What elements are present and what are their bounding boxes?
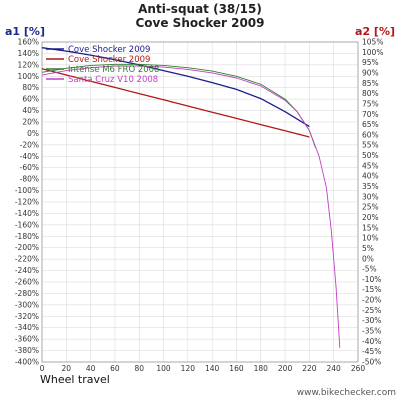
y1-tick-label: 140% xyxy=(18,49,39,58)
y1-tick-label: 60% xyxy=(22,95,39,104)
y1-tick-label: -120% xyxy=(15,198,39,207)
y1-tick-label: -140% xyxy=(15,209,39,218)
chart-title: Anti-squat (38/15) xyxy=(138,2,262,16)
y2-tick-label: 100% xyxy=(362,48,383,57)
y1-tick-label: -60% xyxy=(20,163,39,172)
y2-tick-label: -30% xyxy=(362,316,381,325)
y2-tick-label: -45% xyxy=(362,347,381,356)
y1-tick-label: -300% xyxy=(15,300,39,309)
plot-frame xyxy=(41,41,359,363)
y1-tick-labels: -400% -380% -360% -340% -320% -300% -280% -260%… xyxy=(15,38,39,367)
y2-tick-labels: -50% -45%-40%-35% -30%-25%-20% -15%-10%-5% 0… xyxy=(362,38,383,367)
x-tick-label: 140 xyxy=(205,364,220,373)
y1-tick-label: -220% xyxy=(15,255,39,264)
series-layer xyxy=(41,47,341,348)
y2-tick-label: -40% xyxy=(362,337,381,346)
x-tick-label: 80 xyxy=(134,364,144,373)
x-tick-label: 240 xyxy=(327,364,342,373)
x-tick-label: 220 xyxy=(302,364,317,373)
y2-tick-label: 95% xyxy=(362,58,379,67)
y2-tick-label: -15% xyxy=(362,285,381,294)
y2-tick-label: 105% xyxy=(362,38,383,47)
y2-tick-label: -10% xyxy=(362,275,381,284)
credit-text: www.bikechecker.com xyxy=(297,388,396,398)
y2-tick-label: 30% xyxy=(362,192,379,201)
y2-tick-label: 65% xyxy=(362,120,379,129)
y1-tick-label: -100% xyxy=(15,186,39,195)
y1-tick-label: -320% xyxy=(15,312,39,321)
series-line-1 xyxy=(41,47,310,128)
x-tick-label: 260 xyxy=(351,364,366,373)
y2-tick-label: 35% xyxy=(362,182,379,191)
x-tick-label: 20 xyxy=(62,364,72,373)
plot-area xyxy=(41,41,359,363)
y1-tick-label: -360% xyxy=(15,335,39,344)
x-tick-label: 180 xyxy=(254,364,269,373)
y2-tick-label: 15% xyxy=(362,223,379,232)
y1-tick-label: 120% xyxy=(18,60,39,69)
y1-tick-label: -240% xyxy=(15,266,39,275)
y1-tick-label: -340% xyxy=(15,323,39,332)
y1-tick-label: -280% xyxy=(15,289,39,298)
grid xyxy=(41,41,359,363)
x-tick-labels: 0 20 40 60 80 100 120 140 160 180 200 220 240 260 xyxy=(40,364,366,373)
y2-tick-label: -20% xyxy=(362,296,381,305)
y1-tick-label: -200% xyxy=(15,243,39,252)
y2-axis-label: a2 [%] xyxy=(355,25,395,38)
y2-tick-label: 25% xyxy=(362,203,379,212)
y2-tick-label: -5% xyxy=(362,265,377,274)
y2-tick-label: 60% xyxy=(362,130,379,139)
y1-axis-label: a1 [%] xyxy=(5,25,45,38)
series-line-2 xyxy=(41,68,310,138)
y1-tick-label: 40% xyxy=(22,106,39,115)
y2-tick-label: 80% xyxy=(362,89,379,98)
y2-tick-label: 20% xyxy=(362,213,379,222)
y1-tick-label: 160% xyxy=(18,38,39,47)
y1-tick-label: -160% xyxy=(15,220,39,229)
x-tick-label: 200 xyxy=(278,364,293,373)
y1-tick-label: -380% xyxy=(15,346,39,355)
x-tick-label: 0 xyxy=(40,364,45,373)
y1-tick-label: -40% xyxy=(20,152,39,161)
y1-tick-label: -80% xyxy=(20,175,39,184)
x-tick-label: 160 xyxy=(229,364,244,373)
y2-tick-label: -25% xyxy=(362,306,381,315)
chart-subtitle: Cove Shocker 2009 xyxy=(135,16,264,30)
y1-tick-label: 80% xyxy=(22,83,39,92)
y2-tick-label: 75% xyxy=(362,99,379,108)
y2-tick-label: -35% xyxy=(362,327,381,336)
y1-tick-label: -180% xyxy=(15,232,39,241)
y2-tick-label: 85% xyxy=(362,79,379,88)
y2-tick-label: 70% xyxy=(362,110,379,119)
legend-entry: Cove Shocker 2009 xyxy=(68,55,150,65)
x-tick-label: 40 xyxy=(86,364,96,373)
y2-tick-label: -50% xyxy=(362,358,381,367)
x-axis-label: Wheel travel xyxy=(40,373,110,386)
y2-tick-label: 45% xyxy=(362,161,379,170)
y1-tick-label: 100% xyxy=(18,72,39,81)
y2-tick-label: 10% xyxy=(362,234,379,243)
x-tick-label: 60 xyxy=(110,364,120,373)
y1-tick-label: -400% xyxy=(15,358,39,367)
legend-entry: Santa Cruz V10 2008 xyxy=(68,75,158,85)
y2-tick-label: 40% xyxy=(362,172,379,181)
y1-tick-label: -260% xyxy=(15,278,39,287)
legend-entry: Intense M6 FRO 2008 xyxy=(68,65,159,75)
y1-tick-label: 20% xyxy=(22,118,39,127)
y2-tick-label: 90% xyxy=(362,68,379,77)
legend-entry: Cove Shocker 2009 xyxy=(68,45,150,55)
x-tick-label: 100 xyxy=(156,364,171,373)
y1-tick-label: 0% xyxy=(27,129,39,138)
y1-tick-label: -20% xyxy=(20,140,39,149)
y2-tick-label: 5% xyxy=(362,244,374,253)
series-line-4 xyxy=(41,65,341,348)
x-tick-label: 120 xyxy=(181,364,196,373)
y2-tick-label: 55% xyxy=(362,141,379,150)
y2-tick-label: 0% xyxy=(362,254,374,263)
y2-tick-label: 50% xyxy=(362,151,379,160)
